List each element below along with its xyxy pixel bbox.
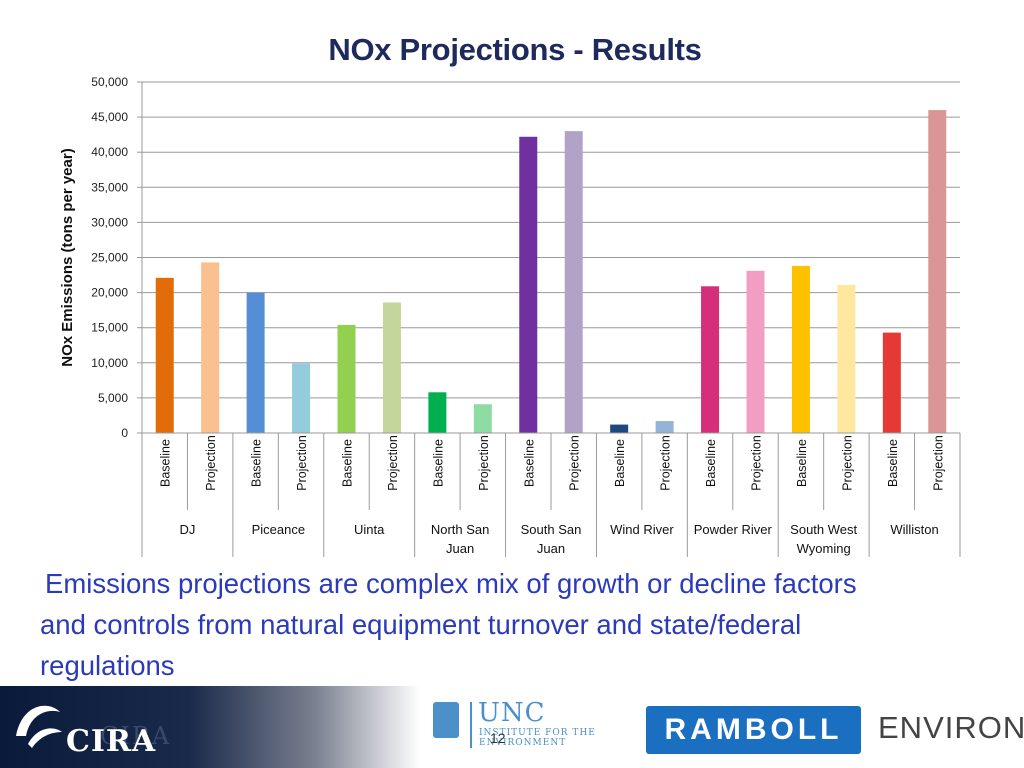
unc-logo-subtext: INSTITUTE FOR THE ENVIRONMENT [479, 728, 596, 748]
y-tick-label: 15,000 [91, 321, 128, 335]
bar-projection [746, 270, 765, 433]
bar-label: Baseline [159, 439, 173, 487]
bar-baseline [519, 136, 538, 434]
group-label: South San [521, 522, 582, 537]
bar-label: Projection [931, 435, 945, 491]
group-label: Juan [446, 541, 474, 556]
y-tick-label: 50,000 [91, 75, 128, 89]
bar-baseline [337, 324, 356, 433]
bar-baseline [610, 424, 629, 433]
group-label: Wind River [610, 522, 674, 537]
bar-label: Baseline [431, 439, 445, 487]
y-tick-label: 35,000 [91, 180, 128, 194]
y-tick-label: 0 [121, 426, 128, 440]
group-label: Wyoming [797, 541, 851, 556]
bar-label: Baseline [704, 439, 718, 487]
footer-logos: CIRA CIRA UNC INSTITUTE FOR THE ENVIRONM… [0, 686, 1024, 768]
cira-swirl-icon [16, 705, 62, 748]
caption-line-3: regulations [40, 650, 175, 681]
bar-label: Projection [659, 435, 673, 491]
bar-label: Projection [477, 435, 491, 491]
y-axis-title: NOx Emissions (tons per year) [59, 148, 76, 366]
group-label: Piceance [252, 522, 305, 537]
unc-seal-icon [433, 702, 459, 738]
y-tick-label: 45,000 [91, 110, 128, 124]
cira-logo-text: CIRA [66, 724, 157, 759]
y-tick-label: 20,000 [91, 286, 128, 300]
bar-projection [292, 363, 311, 433]
ramboll-logo: RAMBOLL [646, 706, 861, 754]
bar-baseline [701, 286, 720, 433]
group-label: DJ [179, 522, 195, 537]
bar-label: Baseline [522, 439, 536, 487]
chart-title: NOx Projections - Results [328, 32, 702, 67]
bar-baseline [428, 392, 447, 433]
group-label: Williston [890, 522, 938, 537]
group-label: South West [790, 522, 857, 537]
environ-logo: ENVIRON [878, 710, 1024, 745]
y-tick-label: 30,000 [91, 215, 128, 229]
bar-projection [473, 404, 492, 433]
bar-label: Projection [386, 435, 400, 491]
bar-baseline [791, 265, 810, 433]
unc-logo-text: UNC [478, 698, 546, 728]
bar-label: Baseline [613, 439, 627, 487]
bar-projection [564, 131, 583, 433]
nox-bar-chart: 0 5,000 10,000 15,000 20,000 25,000 30,000 35,0… [59, 75, 961, 557]
bar-label: Baseline [341, 439, 355, 487]
group-label: Juan [537, 541, 565, 556]
caption-line-2: and controls from natural equipment turn… [40, 609, 802, 640]
bar-projection [655, 421, 674, 433]
bar-label: Projection [840, 435, 854, 491]
bar-baseline [882, 332, 901, 433]
bar-projection [201, 262, 220, 433]
bar-label: Baseline [886, 439, 900, 487]
bar-label: Projection [295, 435, 309, 491]
bar-label: Projection [750, 435, 764, 491]
y-tick-label: 5,000 [98, 391, 128, 405]
slide-caption: Emissions projections are complex mix of… [40, 563, 1000, 686]
bar-baseline [246, 292, 265, 433]
unc-divider [470, 702, 472, 748]
caption-line-1: Emissions projections are complex mix of… [45, 568, 857, 599]
bar-projection [382, 302, 401, 433]
bar-label: Baseline [250, 439, 264, 487]
y-tick-label: 25,000 [91, 251, 128, 265]
bar-baseline [155, 277, 174, 433]
y-tick-label: 40,000 [91, 145, 128, 159]
cira-logo: CIRA CIRA [0, 686, 420, 768]
y-tick-label: 10,000 [91, 356, 128, 370]
group-label: North San [431, 522, 490, 537]
bar-projection [928, 110, 947, 433]
page-number: 12 [490, 730, 506, 746]
bar-projection [837, 284, 856, 433]
bar-label: Projection [568, 435, 582, 491]
cira-watermark: CIRA [100, 722, 172, 750]
group-label: Powder River [694, 522, 773, 537]
bar-label: Baseline [795, 439, 809, 487]
group-label: Uinta [354, 522, 385, 537]
bar-label: Projection [204, 435, 218, 491]
